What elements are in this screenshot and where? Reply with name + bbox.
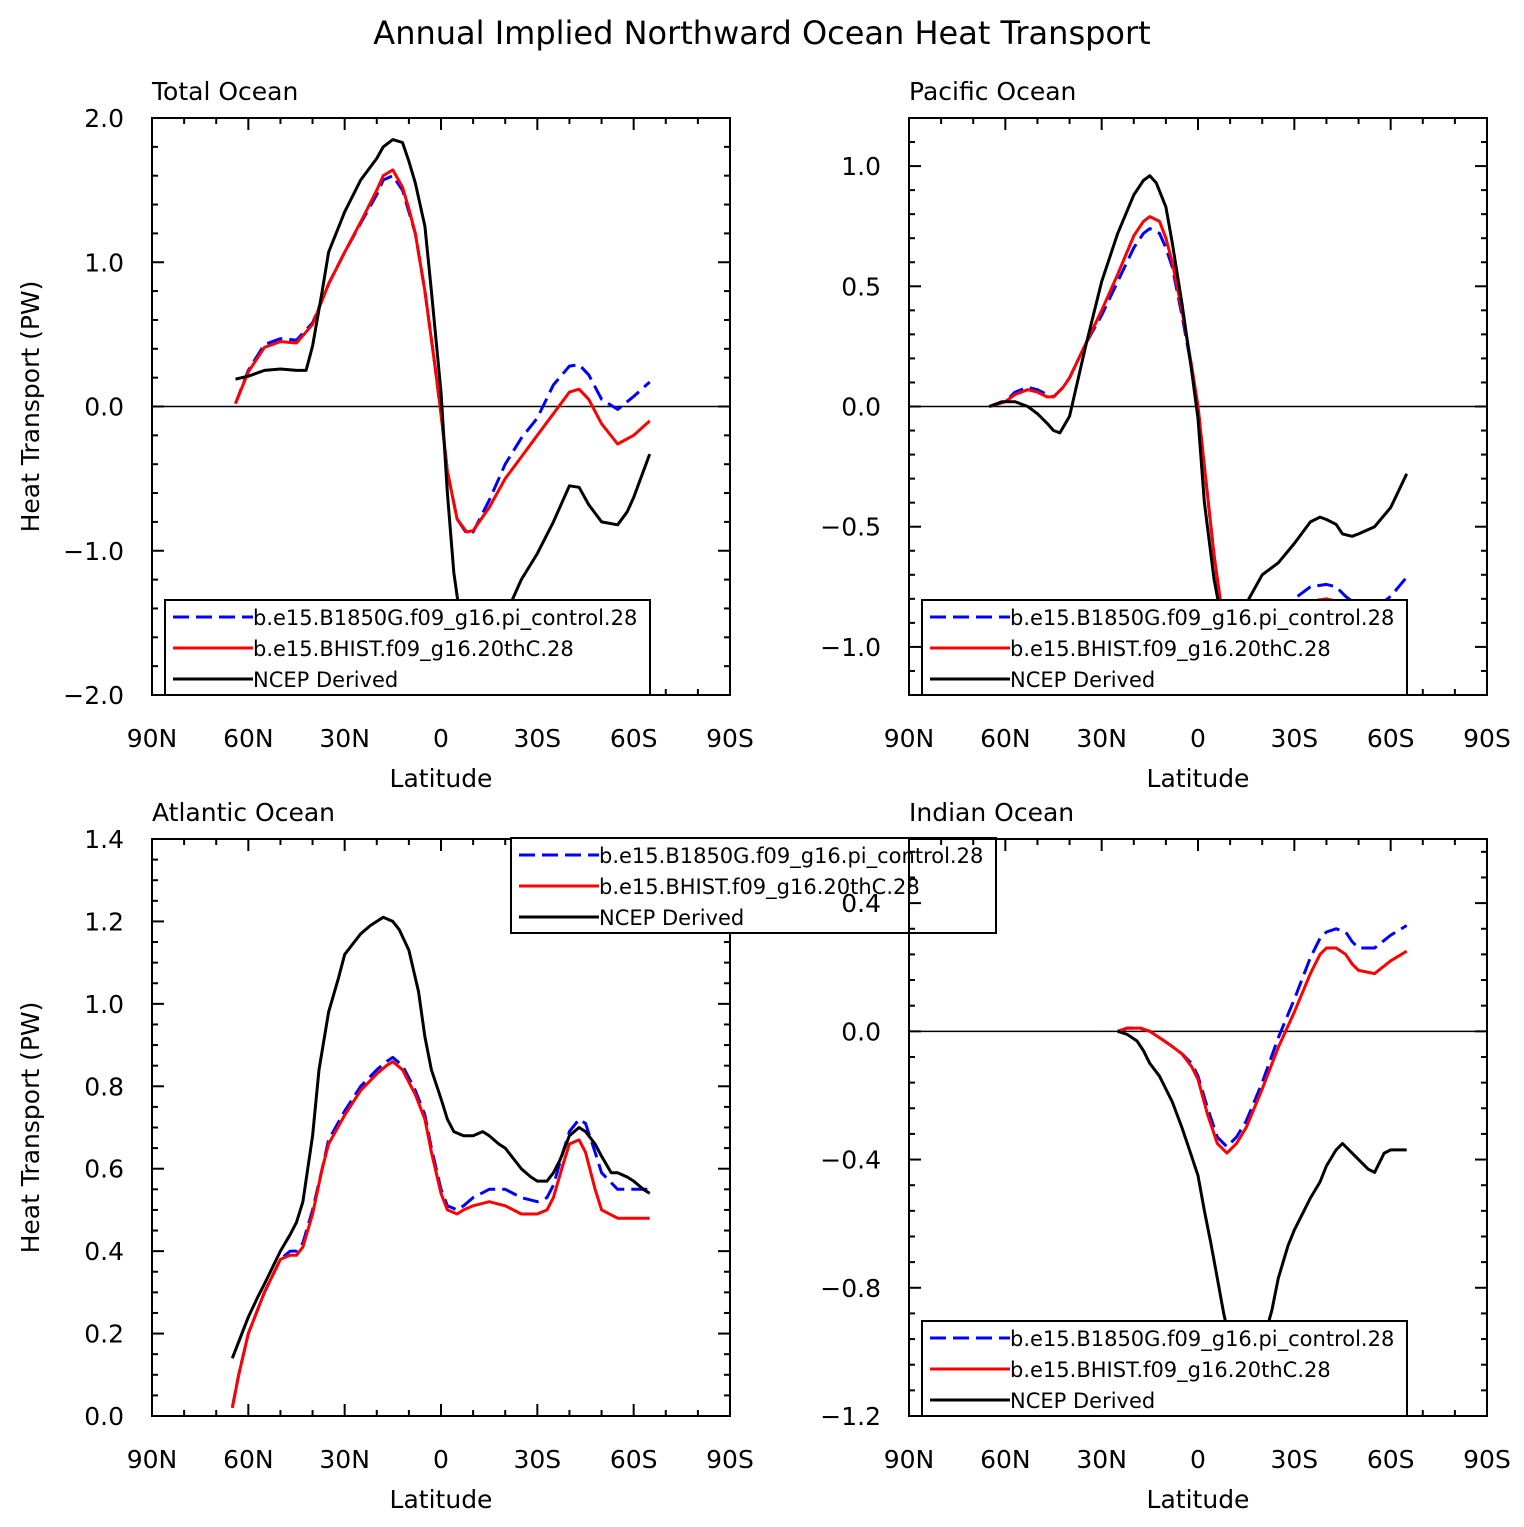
x-tick-label: 30S <box>1270 724 1318 753</box>
legend-label: b.e15.BHIST.f09_g16.20thC.28 <box>1010 1358 1331 1383</box>
y-tick-label: −2.0 <box>63 681 124 710</box>
panel-total-ocean: Total Ocean 90N 60N 30N 0 30S 60S 90S −2.0 −1.0 0.… <box>16 77 754 793</box>
x-tick-label: 30S <box>513 1445 561 1474</box>
x-tick-label: 30N <box>1076 1445 1127 1474</box>
panel-title: Total Ocean <box>151 77 298 106</box>
y-tick-label: 1.0 <box>84 248 124 277</box>
series-pi-control <box>234 174 651 535</box>
panel-title: Atlantic Ocean <box>152 798 335 827</box>
legend-label: b.e15.B1850G.f09_g16.pi_control.28 <box>1010 1327 1394 1352</box>
x-tick-label: 0 <box>433 724 449 753</box>
y-tick-label: 0.2 <box>84 1320 124 1349</box>
legend-label: NCEP Derived <box>253 668 398 692</box>
panel-title: Pacific Ocean <box>909 77 1076 106</box>
x-axis-label: Latitude <box>390 764 493 793</box>
panel-indian-ocean: Indian Ocean 90N 60N 30N 0 30S 60S 90S −1.2 −0.8 −… <box>820 798 1511 1514</box>
y-tick-label: 0.6 <box>84 1155 124 1184</box>
series-hist <box>230 1060 650 1409</box>
y-tick-label: 1.0 <box>841 152 881 181</box>
y-tick-label: −1.0 <box>63 537 124 566</box>
y-tick-label: 0.4 <box>841 889 881 918</box>
y-tick-label: 0.4 <box>84 1237 124 1266</box>
y-tick-label: −0.8 <box>820 1274 881 1303</box>
x-tick-label: 30S <box>513 724 561 753</box>
y-tick-label: −1.0 <box>820 633 881 662</box>
x-tick-label: 90S <box>706 724 754 753</box>
legend: b.e15.B1850G.f09_g16.pi_control.28 b.e15.… <box>164 599 651 696</box>
y-tick-label: 0.0 <box>841 1017 881 1046</box>
x-tick-label: 90S <box>1463 724 1511 753</box>
y-tick-label: 0.5 <box>841 272 881 301</box>
legend-label: b.e15.BHIST.f09_g16.20thC.28 <box>1010 637 1331 662</box>
x-axis-label: Latitude <box>1147 1485 1250 1514</box>
legend-label: NCEP Derived <box>1010 1389 1155 1413</box>
y-tick-label: 1.0 <box>84 990 124 1019</box>
legend: b.e15.B1850G.f09_g16.pi_control.28 b.e15.… <box>921 599 1408 696</box>
y-tick-label: 0.8 <box>84 1072 124 1101</box>
x-tick-label: 0 <box>433 1445 449 1474</box>
figure-title: Annual Implied Northward Ocean Heat Tran… <box>373 14 1150 52</box>
x-tick-label: 30S <box>1270 1445 1318 1474</box>
x-tick-label: 90S <box>706 1445 754 1474</box>
y-tick-label: 0.0 <box>841 393 881 422</box>
x-axis-label: Latitude <box>1147 764 1250 793</box>
legend-label: b.e15.B1850G.f09_g16.pi_control.28 <box>599 844 983 869</box>
plot-frame <box>151 838 731 1417</box>
panel-pacific-ocean: Pacific Ocean 90N 60N 30N 0 30S 60S 90S −1.0 −0.5… <box>820 77 1511 793</box>
y-axis-label: Heat Transport (PW) <box>16 281 45 533</box>
legend-label: b.e15.B1850G.f09_g16.pi_control.28 <box>253 606 637 631</box>
x-tick-label: 60N <box>980 1445 1031 1474</box>
y-tick-label: 1.2 <box>84 907 124 936</box>
y-tick-label: 2.0 <box>84 104 124 133</box>
series-ncep <box>235 138 652 648</box>
series-ncep <box>988 174 1409 625</box>
x-tick-label: 30N <box>1076 724 1127 753</box>
x-tick-label: 60N <box>980 724 1031 753</box>
y-tick-label: 1.4 <box>84 825 124 854</box>
x-tick-label: 90N <box>884 1445 935 1474</box>
x-tick-label: 90N <box>884 724 935 753</box>
x-tick-label: 60N <box>223 1445 274 1474</box>
y-tick-label: −1.2 <box>820 1402 881 1431</box>
y-tick-label: 0.0 <box>84 393 124 422</box>
series-pi-control <box>230 1055 650 1409</box>
y-tick-label: 0.0 <box>84 1402 124 1431</box>
legend-label: b.e15.BHIST.f09_g16.20thC.28 <box>599 875 920 900</box>
x-tick-label: 60S <box>1367 1445 1415 1474</box>
x-tick-label: 0 <box>1190 724 1206 753</box>
y-axis-label: Heat Transport (PW) <box>16 1002 45 1254</box>
x-tick-label: 90N <box>127 724 178 753</box>
panels: Total Ocean 90N 60N 30N 0 30S 60S 90S −2.0 −1.0 0.… <box>16 77 1511 1514</box>
legend-label: b.e15.BHIST.f09_g16.20thC.28 <box>253 637 574 662</box>
legend-label: NCEP Derived <box>1010 668 1155 692</box>
x-tick-label: 90S <box>1463 1445 1511 1474</box>
x-tick-label: 90N <box>127 1445 178 1474</box>
legend: b.e15.B1850G.f09_g16.pi_control.28 b.e15.… <box>510 837 997 934</box>
series-pi-control <box>988 227 1408 663</box>
legend-label: NCEP Derived <box>599 906 744 930</box>
y-tick-label: −0.4 <box>820 1146 881 1175</box>
x-tick-label: 30N <box>319 1445 370 1474</box>
legend-label: b.e15.B1850G.f09_g16.pi_control.28 <box>1010 606 1394 631</box>
panel-title: Indian Ocean <box>909 798 1074 827</box>
y-tick-label: −0.5 <box>820 513 881 542</box>
x-tick-label: 0 <box>1190 1445 1206 1474</box>
x-tick-label: 60N <box>223 724 274 753</box>
panel-atlantic-ocean: Atlantic Ocean 90N 60N 30N 0 30S 60S 90S 0.0 0.2 0… <box>16 798 997 1514</box>
x-tick-label: 60S <box>610 724 658 753</box>
series-hist <box>1117 946 1408 1155</box>
x-tick-label: 60S <box>610 1445 658 1474</box>
legend: b.e15.B1850G.f09_g16.pi_control.28 b.e15.… <box>921 1320 1408 1417</box>
series-pi-control <box>1117 924 1408 1149</box>
x-tick-label: 60S <box>1367 724 1415 753</box>
series-ncep <box>230 915 651 1359</box>
series-hist <box>234 168 651 534</box>
x-tick-label: 30N <box>319 724 370 753</box>
x-axis-label: Latitude <box>390 1485 493 1514</box>
